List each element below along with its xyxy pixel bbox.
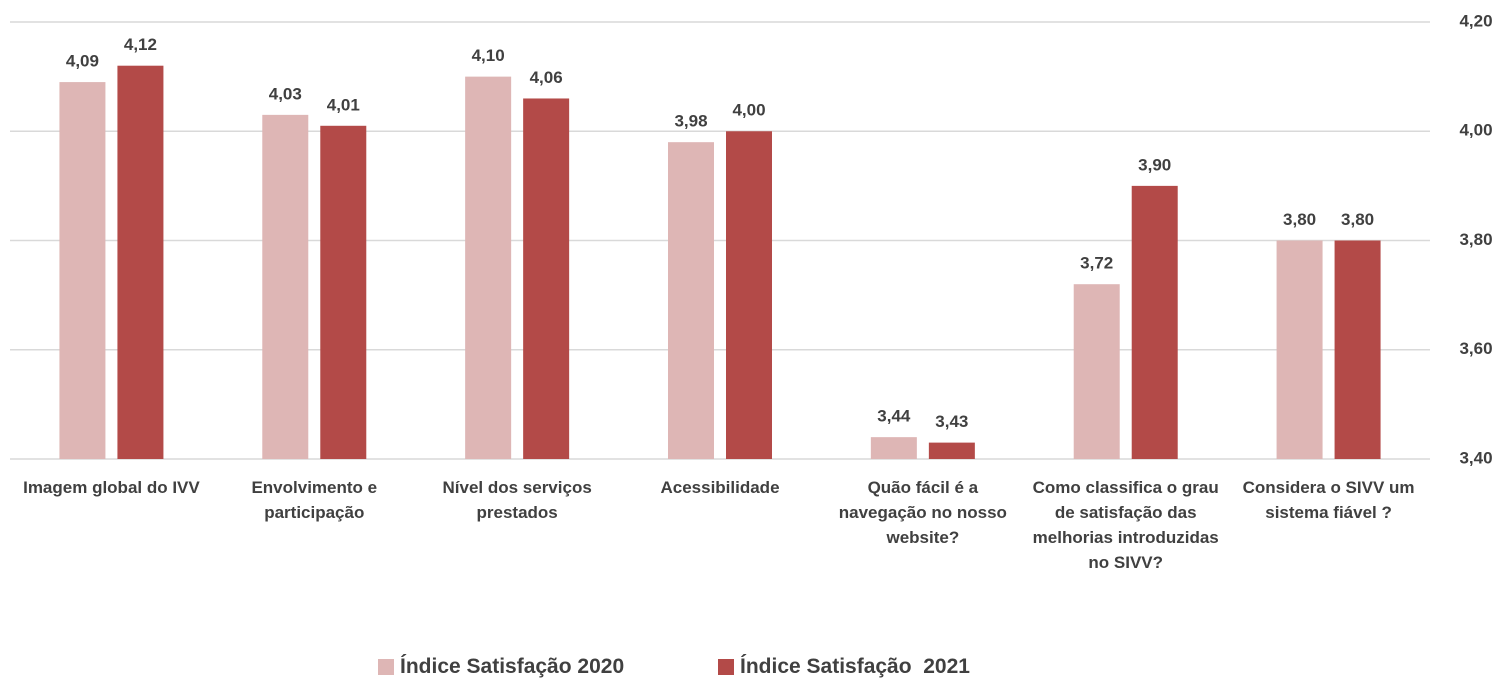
value-label: 3,44 — [877, 407, 911, 426]
x-tick-label: Como classifica o grau de satisfação das… — [1032, 478, 1219, 572]
value-label: 4,01 — [327, 95, 360, 114]
bar — [523, 98, 570, 459]
bar — [726, 131, 772, 459]
bar — [1334, 240, 1381, 459]
bar — [668, 142, 714, 460]
value-label: 4,09 — [66, 52, 99, 71]
bar — [465, 76, 512, 459]
bar — [1073, 284, 1120, 459]
bar — [1276, 240, 1323, 459]
value-label: 4,00 — [732, 101, 765, 120]
bar — [59, 82, 106, 460]
y-tick-label: 4,00 — [1459, 121, 1492, 140]
y-tick-label: 3,60 — [1459, 339, 1492, 358]
x-tick-label: Envolvimento e participação — [251, 478, 378, 522]
value-label: 3,98 — [674, 112, 707, 131]
legend-item: Índice Satisfação 2021 — [718, 655, 970, 679]
value-label: 4,10 — [472, 46, 505, 65]
legend-item: Índice Satisfação 2020 — [378, 655, 624, 679]
bar — [320, 125, 367, 459]
legend-swatch — [378, 659, 394, 675]
value-label: 3,43 — [935, 412, 968, 431]
value-label: 3,80 — [1341, 210, 1374, 229]
bar — [928, 442, 975, 459]
x-tick-label: Imagem global do IVV — [23, 478, 200, 497]
legend-label: Índice Satisfação 2020 — [400, 655, 625, 678]
bar — [870, 437, 917, 459]
legend-swatch — [718, 659, 734, 675]
value-label: 3,72 — [1080, 254, 1113, 273]
x-tick-label: Quão fácil é a navegação no nosso websit… — [838, 478, 1007, 547]
x-tick-label: Acessibilidade — [660, 478, 780, 497]
bar — [1131, 185, 1178, 459]
y-tick-label: 3,80 — [1459, 230, 1492, 249]
x-tick-label: Nível dos serviços prestados — [442, 478, 592, 522]
value-label: 3,80 — [1283, 210, 1316, 229]
bar — [117, 65, 164, 459]
value-label: 4,06 — [530, 68, 563, 87]
value-label: 4,12 — [124, 35, 157, 54]
y-tick-label: 4,20 — [1459, 11, 1492, 30]
y-tick-label: 3,40 — [1459, 448, 1492, 467]
x-tick-label: Considera o SIVV um sistema fiável ? — [1242, 478, 1415, 522]
value-label: 4,03 — [269, 84, 302, 103]
legend-label: Índice Satisfação 2021 — [740, 655, 970, 678]
value-label: 3,90 — [1138, 155, 1171, 174]
bar — [262, 114, 309, 460]
